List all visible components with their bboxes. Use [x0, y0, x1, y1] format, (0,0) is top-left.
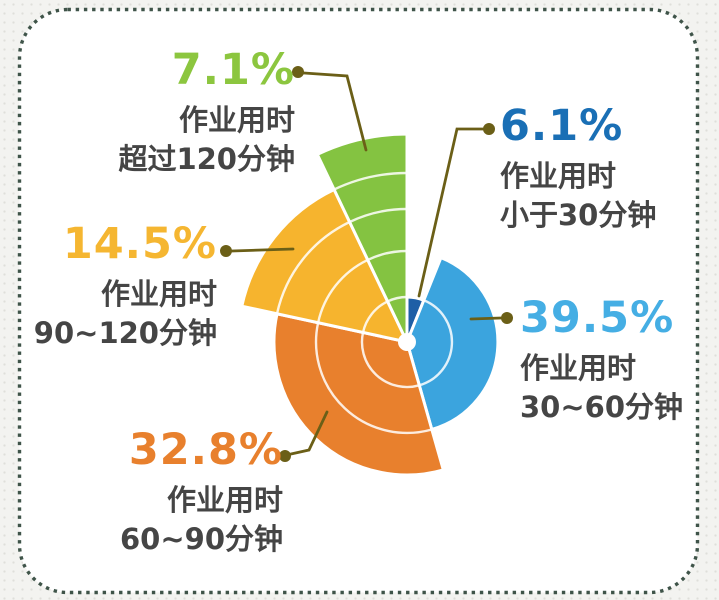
callout-dot-over120: [292, 66, 304, 78]
callout-dot-m60_90: [279, 450, 291, 462]
grid-ring-m60_90-r2: [314, 322, 433, 435]
pct-30-60: 39.5%: [520, 293, 675, 343]
caption-90-120-line2: 90~120分钟: [33, 316, 217, 350]
label-group-30-60: 39.5% 作业用时 30~60分钟: [520, 296, 683, 427]
grid-ring-m90_120-r2: [316, 258, 369, 323]
label-group-under30: 6.1% 作业用时 小于30分钟: [500, 104, 656, 235]
pct-90-120: 14.5%: [62, 219, 217, 269]
pct-under30: 6.1%: [500, 101, 624, 151]
grid-ring-over120-r2: [367, 249, 408, 261]
grid-ring-over120-r4: [333, 171, 408, 191]
label-group-over120: 7.1% 作业用时 超过120分钟: [118, 48, 295, 179]
wedge-m90_120: [240, 188, 409, 344]
grid-ring-m90_120-r3: [275, 220, 351, 315]
grid-ring-m60_90-r1: [360, 332, 420, 389]
callout-line-under30: [417, 127, 485, 298]
pct-over120: 7.1%: [171, 45, 295, 95]
caption-90-120-line1: 作业用时: [100, 277, 217, 311]
grid-ring-over120-r1: [387, 295, 408, 303]
pct-60-90: 32.8%: [128, 425, 283, 475]
label-group-90-120: 14.5% 作业用时 90~120分钟: [34, 222, 217, 353]
grid-ring-m90_120-r1: [361, 300, 389, 333]
caption-over120-line2: 超过120分钟: [118, 142, 295, 176]
label-group-60-90: 32.8% 作业用时 60~90分钟: [120, 428, 283, 559]
callout-line-m90_120: [230, 247, 295, 253]
callout-dot-m30_60: [501, 312, 513, 324]
caption-60-90-line2: 60~90分钟: [119, 522, 283, 556]
caption-under30-line2: 小于30分钟: [500, 198, 657, 232]
center-hub: [398, 333, 416, 351]
caption-30-60-line2: 30~60分钟: [520, 390, 684, 424]
callout-line-over120: [302, 71, 368, 152]
callout-line-m30_60: [469, 316, 503, 321]
callout-dot-m90_120: [220, 245, 232, 257]
callout-line-m60_90: [289, 410, 329, 456]
caption-30-60-line1: 作业用时: [520, 351, 637, 385]
caption-over120-line1: 作业用时: [178, 103, 295, 137]
callout-dot-under30: [483, 123, 495, 135]
grid-ring-m30_60-r1: [418, 299, 454, 387]
caption-60-90-line1: 作业用时: [166, 483, 283, 517]
grid-ring-over120-r3: [349, 207, 408, 224]
caption-under30-line1: 作业用时: [500, 159, 617, 193]
